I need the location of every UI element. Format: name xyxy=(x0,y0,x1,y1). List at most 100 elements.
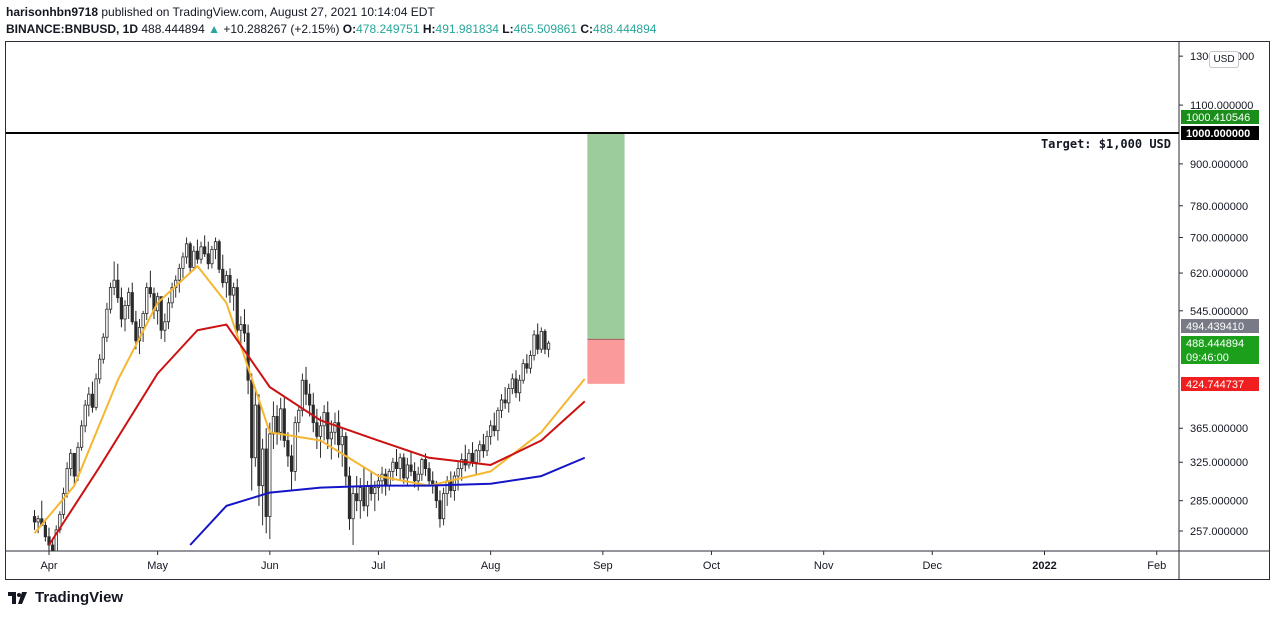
candle-body-down xyxy=(413,470,417,482)
candle-body-down xyxy=(130,292,134,323)
candle-body-down xyxy=(250,379,254,459)
y-tick-label: 365.000000 xyxy=(1190,423,1248,435)
y-tick-label: 257.000000 xyxy=(1190,526,1248,538)
low-value: 465.509861 xyxy=(513,22,578,36)
candle-body-down xyxy=(72,452,76,477)
candle-body-down xyxy=(286,440,290,457)
candle-body-up xyxy=(177,267,181,281)
price-label-text: 1000.410546 xyxy=(1186,112,1250,124)
candle-body-up xyxy=(224,275,228,284)
candle-body-up xyxy=(271,416,276,435)
candle-body-down xyxy=(409,464,413,472)
candle-body-down xyxy=(503,399,507,404)
candle-body-down xyxy=(308,393,312,406)
price-label-text: 494.439410 xyxy=(1186,321,1244,333)
candle-body-down xyxy=(228,275,232,296)
candle-body-down xyxy=(134,321,138,342)
candle-body-up xyxy=(539,330,543,350)
candle-body-up xyxy=(141,313,145,328)
brand-text: TradingView xyxy=(35,589,124,606)
candle-body-down xyxy=(275,416,279,433)
candle-body-up xyxy=(170,287,174,304)
tradingview-logo[interactable]: TradingView xyxy=(8,589,123,606)
candle-body-up xyxy=(181,256,185,269)
publish-info: published on TradingView.com, August 27,… xyxy=(101,5,435,19)
candle-body-up xyxy=(467,452,471,466)
candle-body-down xyxy=(362,487,366,507)
low-label: L: xyxy=(502,22,514,36)
candle-body-up xyxy=(268,433,272,517)
candle-body-up xyxy=(112,279,116,288)
tradingview-logo-icon xyxy=(8,591,27,604)
candle-body-down xyxy=(195,250,200,260)
candle-body-down xyxy=(32,516,37,523)
candle-body-up xyxy=(460,459,464,470)
candle-body-up xyxy=(127,292,131,306)
x-tick-label: Jun xyxy=(261,560,279,572)
x-tick-label: Feb xyxy=(1147,560,1166,572)
candle-body-up xyxy=(518,379,522,394)
chart-frame[interactable] xyxy=(5,41,1270,580)
position-loss-zone xyxy=(587,339,625,384)
candle-body-up xyxy=(210,249,214,265)
up-arrow-icon: ▲ xyxy=(208,22,220,36)
price-label-bg xyxy=(1181,110,1259,124)
symbol-label: BINANCE:BNBUSD, 1D xyxy=(6,22,139,36)
x-tick-label: Oct xyxy=(703,560,720,572)
sma-long-line xyxy=(189,456,586,546)
candle-body-up xyxy=(499,399,504,411)
sma-short-line xyxy=(33,265,586,534)
candle-body-up xyxy=(398,457,402,470)
candle-body-up xyxy=(365,485,370,507)
high-value: 491.981834 xyxy=(435,22,499,36)
x-tick-label: Jul xyxy=(371,560,385,572)
candle-body-down xyxy=(355,493,359,502)
candle-body-up xyxy=(123,305,127,320)
price-label-text: 09:46:00 xyxy=(1186,352,1229,364)
candle-body-up xyxy=(300,379,305,411)
candle-body-down xyxy=(434,485,438,502)
candle-body-up xyxy=(452,475,457,492)
candle-body-down xyxy=(221,268,225,284)
candle-body-up xyxy=(546,342,551,350)
candle-body-down xyxy=(90,393,95,408)
candle-body-down xyxy=(336,422,341,446)
candle-body-up xyxy=(253,404,257,459)
candle-body-down xyxy=(242,324,247,334)
close-label: C: xyxy=(580,22,594,36)
price-label-text: 1000.000000 xyxy=(1186,128,1250,140)
candle-body-up xyxy=(445,480,449,494)
candle-body-up xyxy=(87,393,91,406)
high-label: H: xyxy=(422,22,436,36)
price-change: +10.288267 (+2.15%) xyxy=(223,22,340,36)
candle-body-down xyxy=(235,287,239,331)
candle-body-up xyxy=(521,363,525,381)
candle-body-down xyxy=(43,524,47,538)
publish-line: harisonhbn9718 published on TradingView.… xyxy=(6,5,435,19)
candle-body-up xyxy=(83,404,87,427)
candle-body-up xyxy=(65,468,69,494)
candle-body-down xyxy=(264,448,268,517)
candle-body-up xyxy=(340,435,344,446)
close-value: 488.444894 xyxy=(593,22,657,36)
candle-body-up xyxy=(297,409,301,424)
candle-body-down xyxy=(206,253,210,265)
candle-body-up xyxy=(105,308,109,338)
candle-body-up xyxy=(69,452,73,470)
candle-body-up xyxy=(358,487,362,502)
currency-button[interactable]: USD xyxy=(1209,51,1239,68)
candle-body-up xyxy=(373,487,377,494)
candle-body-down xyxy=(51,544,55,551)
x-tick-label: 2022 xyxy=(1032,560,1056,572)
candle-body-down xyxy=(257,404,261,487)
candle-body-up xyxy=(94,378,98,408)
candle-body-up xyxy=(279,408,283,433)
candle-body-down xyxy=(159,296,163,331)
x-tick-label: Aug xyxy=(481,560,501,572)
author-name[interactable]: harisonhbn9718 xyxy=(6,5,99,19)
candle-body-down xyxy=(326,412,330,440)
candle-body-up xyxy=(108,287,113,310)
candle-body-up xyxy=(485,435,489,452)
candle-body-down xyxy=(116,279,120,299)
